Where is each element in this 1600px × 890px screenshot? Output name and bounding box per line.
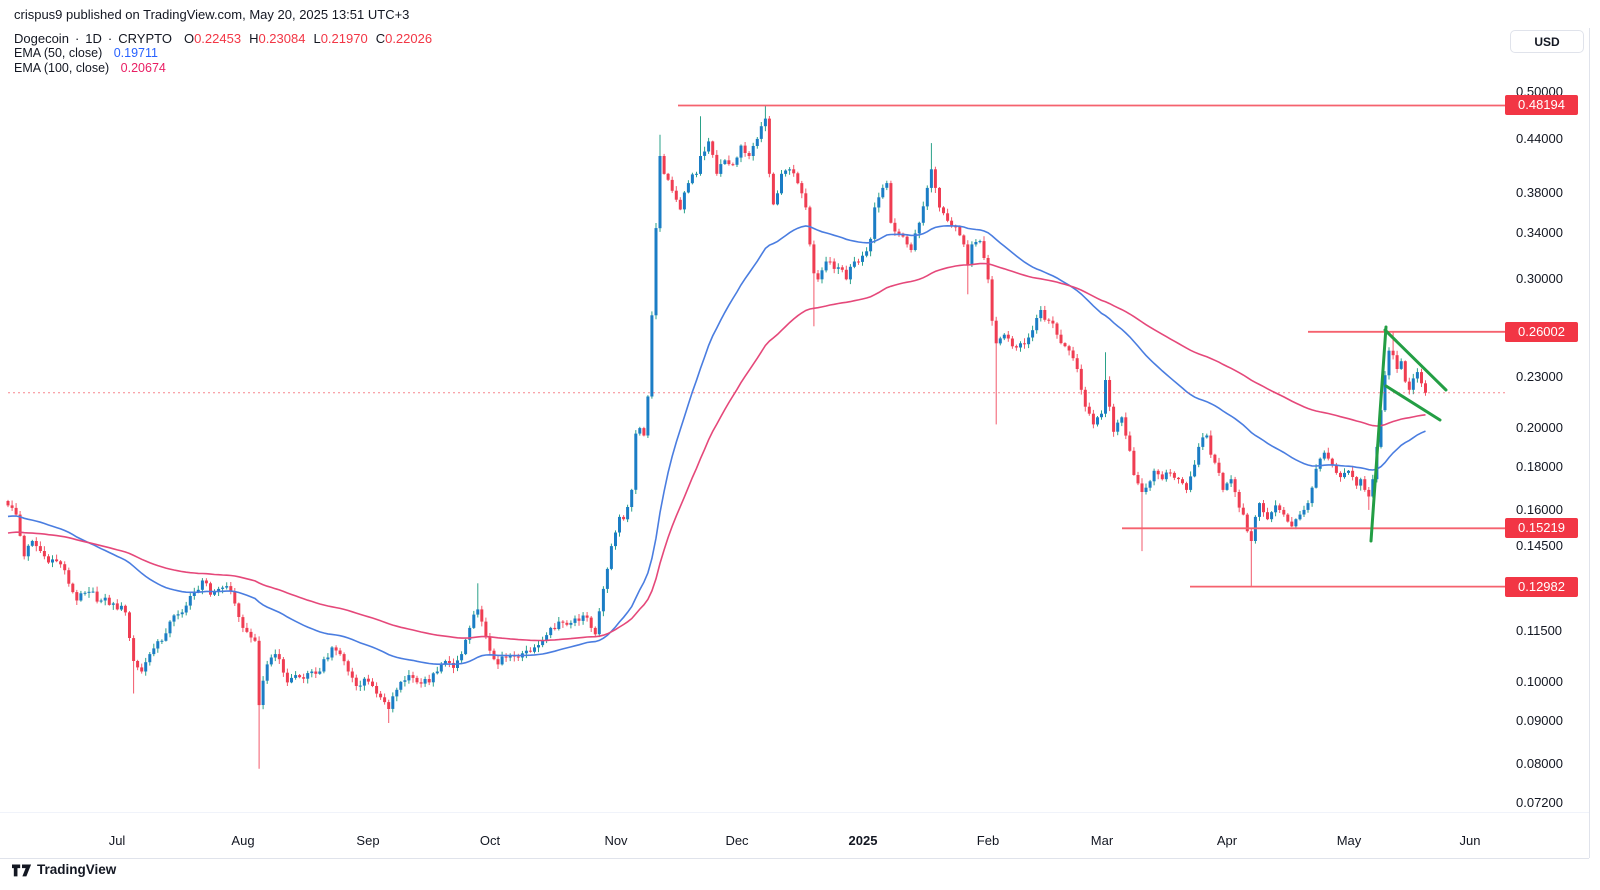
ema50-label: EMA (50, close) (14, 46, 103, 60)
ema100-line (7, 262, 1426, 642)
y-axis-tick-0.23000: 0.23000 (1516, 368, 1563, 384)
ema100-legend-row: EMA (100, close) 0.20674 (14, 61, 440, 76)
open-label: O (183, 31, 195, 46)
x-axis-label-May: May (1336, 833, 1362, 848)
high-label: H (249, 31, 259, 46)
y-axis-tick-0.08000: 0.08000 (1516, 756, 1563, 772)
ema50-legend-row: EMA (50, close) 0.19711 (14, 46, 440, 61)
chart-legend: Dogecoin · 1D · CRYPTO O0.22453 H0.23084 L0.219… (14, 31, 440, 76)
y-axis-tick-0.10000: 0.10000 (1516, 674, 1563, 690)
publish-byline: crispus9 published on TradingView.com, M… (14, 7, 410, 22)
x-axis-label-Dec: Dec (725, 833, 749, 848)
open-value: 0.22453 (194, 31, 242, 46)
ema50-value: 0.19711 (113, 46, 158, 60)
price-level-tag-0.48194: 0.48194 (1505, 95, 1578, 116)
y-axis-tick-0.34000: 0.34000 (1516, 225, 1563, 241)
x-axis-label-Sep: Sep (356, 833, 380, 848)
y-axis-tick-0.50000: 0.50000 (1516, 84, 1563, 99)
x-axis-label-2025: 2025 (848, 833, 878, 848)
y-axis-tick-0.07200: 0.07200 (1516, 794, 1563, 810)
tradingview-logo-text: TradingView (37, 862, 117, 877)
y-axis-tick-0.16000: 0.16000 (1516, 501, 1563, 517)
ohlc-values: O0.22453 H0.23084 L0.21970 C0.22026 (184, 31, 440, 46)
price-axis[interactable]: 0.50000 0.44000 0.38000 0.34000 0.30000 0.230… (1462, 0, 1589, 858)
tradingview-logo[interactable]: TradingView (12, 862, 116, 877)
symbol-row: Dogecoin · 1D · CRYPTO O0.22453 H0.23084 L0.219… (14, 31, 440, 46)
wedge-lower-trendline[interactable] (1384, 384, 1442, 422)
separator-dot: · (74, 31, 80, 46)
y-axis-tick-0.14500: 0.14500 (1516, 538, 1563, 554)
time-axis[interactable]: Jul Aug Sep Oct Nov Dec 2025 Feb Mar Apr May Jun (0, 812, 1600, 858)
tradingview-logo-icon (12, 864, 32, 876)
exchange-label: CRYPTO (118, 31, 172, 46)
x-axis-label-Mar: Mar (1090, 833, 1114, 848)
x-axis-label-Apr: Apr (1216, 833, 1238, 848)
currency-button[interactable]: USD (1510, 30, 1584, 53)
y-axis-tick-0.18000: 0.18000 (1516, 458, 1563, 474)
separator-dot: · (107, 31, 113, 46)
price-axis-border (1589, 28, 1590, 858)
x-axis-label-Jun: Jun (1459, 833, 1481, 848)
price-chart-canvas[interactable] (0, 0, 1520, 890)
low-label: L (313, 31, 321, 46)
ema50-line (7, 224, 1426, 666)
y-axis-tick-0.44000: 0.44000 (1516, 130, 1563, 146)
close-label: C (375, 31, 386, 46)
price-level-tag-0.12982: 0.12982 (1505, 576, 1578, 597)
x-axis-label-Feb: Feb (976, 833, 1000, 848)
low-value: 0.21970 (320, 31, 368, 46)
price-level-tag-0.26002: 0.26002 (1505, 321, 1578, 342)
price-level-tag-0.15219: 0.15219 (1505, 518, 1578, 539)
y-axis-tick-0.11500: 0.11500 (1516, 623, 1563, 639)
candlestick-series (6, 105, 1427, 769)
wedge-upper-trendline[interactable] (1383, 328, 1448, 392)
x-axis-label-Jul: Jul (108, 833, 126, 848)
time-axis-border (0, 858, 1589, 859)
y-axis-tick-0.20000: 0.20000 (1516, 420, 1563, 436)
pane-separator (0, 812, 1589, 813)
symbol-name: Dogecoin (14, 31, 69, 46)
y-axis-tick-0.38000: 0.38000 (1516, 184, 1563, 200)
rally-trendline[interactable] (1369, 325, 1388, 543)
high-value: 0.23084 (258, 31, 306, 46)
interval-label: 1D (85, 31, 102, 46)
x-axis-label-Nov: Nov (604, 833, 628, 848)
y-axis-tick-0.30000: 0.30000 (1516, 271, 1563, 287)
y-axis-tick-0.09000: 0.09000 (1516, 712, 1563, 728)
x-axis-label-Aug: Aug (231, 833, 255, 848)
ema100-value: 0.20674 (120, 61, 166, 75)
close-value: 0.22026 (385, 31, 433, 46)
ema100-label: EMA (100, close) (14, 61, 110, 75)
x-axis-label-Oct: Oct (479, 833, 501, 848)
